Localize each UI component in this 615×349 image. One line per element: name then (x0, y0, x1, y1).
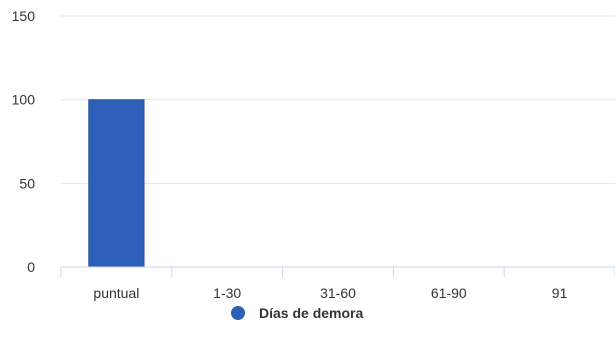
legend[interactable]: Días de demora (231, 305, 363, 321)
x-axis (60, 266, 615, 277)
y-axis-tick-labels: 0 50 100 150 (12, 8, 36, 275)
x-tick-label: 61-90 (431, 285, 467, 301)
bars (88, 99, 145, 268)
x-tick-label: 1-30 (213, 285, 241, 301)
x-tick-label: 31-60 (320, 285, 356, 301)
y-tick-label: 50 (19, 175, 35, 191)
y-tick-label: 100 (12, 92, 36, 108)
legend-label: Días de demora (259, 305, 363, 321)
gridlines (61, 15, 615, 184)
x-tick-label: puntual (93, 285, 139, 301)
legend-marker-icon (231, 306, 245, 320)
y-tick-label: 0 (27, 259, 35, 275)
y-tick-label: 150 (12, 8, 36, 24)
bar[interactable] (88, 99, 145, 268)
x-axis-tick-labels: puntual 1-30 31-60 61-90 91 (93, 285, 567, 301)
x-tick-label: 91 (552, 285, 568, 301)
